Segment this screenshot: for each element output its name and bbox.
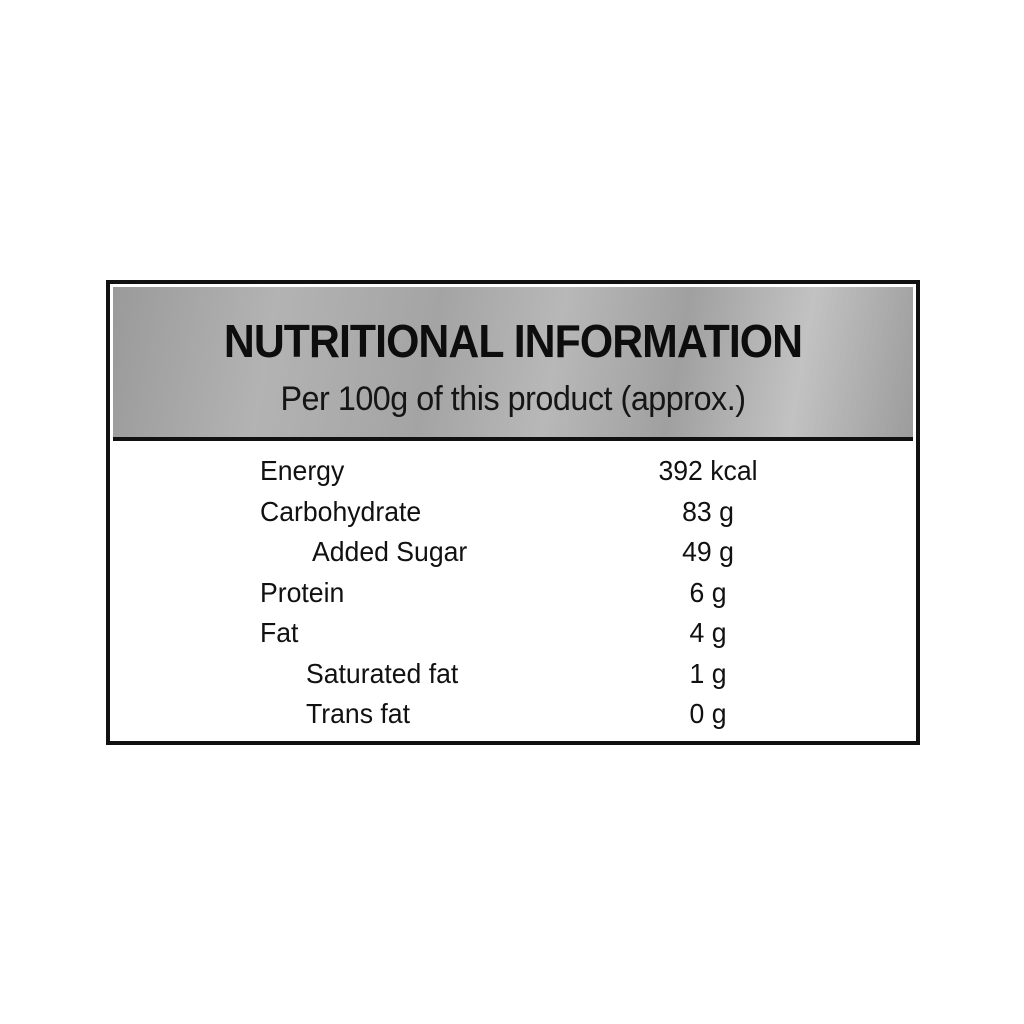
nutrient-value: 392 kcal xyxy=(658,455,758,486)
nutrient-name: Added Sugar xyxy=(312,536,468,567)
label-title: NUTRITIONAL INFORMATION xyxy=(223,315,803,367)
nutrient-value: 49 g xyxy=(682,536,734,567)
nutrient-value: 6 g xyxy=(689,576,727,608)
nutrient-row-trans-fat: Trans fat 0 g xyxy=(110,694,916,735)
nutrient-name: Trans fat xyxy=(306,698,410,729)
nutrient-name: Energy xyxy=(260,455,345,486)
nutrient-row-carbohydrate: Carbohydrate 83 g xyxy=(110,492,916,533)
nutrient-value: 4 g xyxy=(689,617,727,648)
nutrient-name: Carbohydrate xyxy=(260,495,422,527)
nutrient-value: 1 g xyxy=(689,657,727,689)
nutrient-row-energy: Energy 392 kcal xyxy=(110,451,916,492)
nutrient-table: Energy 392 kcal Carbohydrate 83 g Added … xyxy=(110,451,916,735)
nutrition-label: NUTRITIONAL INFORMATION Per 100g of this… xyxy=(106,280,920,745)
nutrient-row-fat: Fat 4 g xyxy=(110,613,916,654)
nutrient-row-saturated-fat: Saturated fat 1 g xyxy=(110,654,916,695)
nutrient-row-added-sugar: Added Sugar 49 g xyxy=(110,532,916,573)
label-subtitle: Per 100g of this product (approx.) xyxy=(280,380,746,418)
nutrient-name: Saturated fat xyxy=(306,657,459,689)
nutrient-row-protein: Protein 6 g xyxy=(110,573,916,614)
label-header: NUTRITIONAL INFORMATION Per 100g of this… xyxy=(113,287,913,441)
nutrient-value: 0 g xyxy=(689,698,727,729)
nutrient-name: Protein xyxy=(260,576,345,608)
nutrient-name: Fat xyxy=(260,617,299,648)
nutrient-value: 83 g xyxy=(682,495,734,527)
